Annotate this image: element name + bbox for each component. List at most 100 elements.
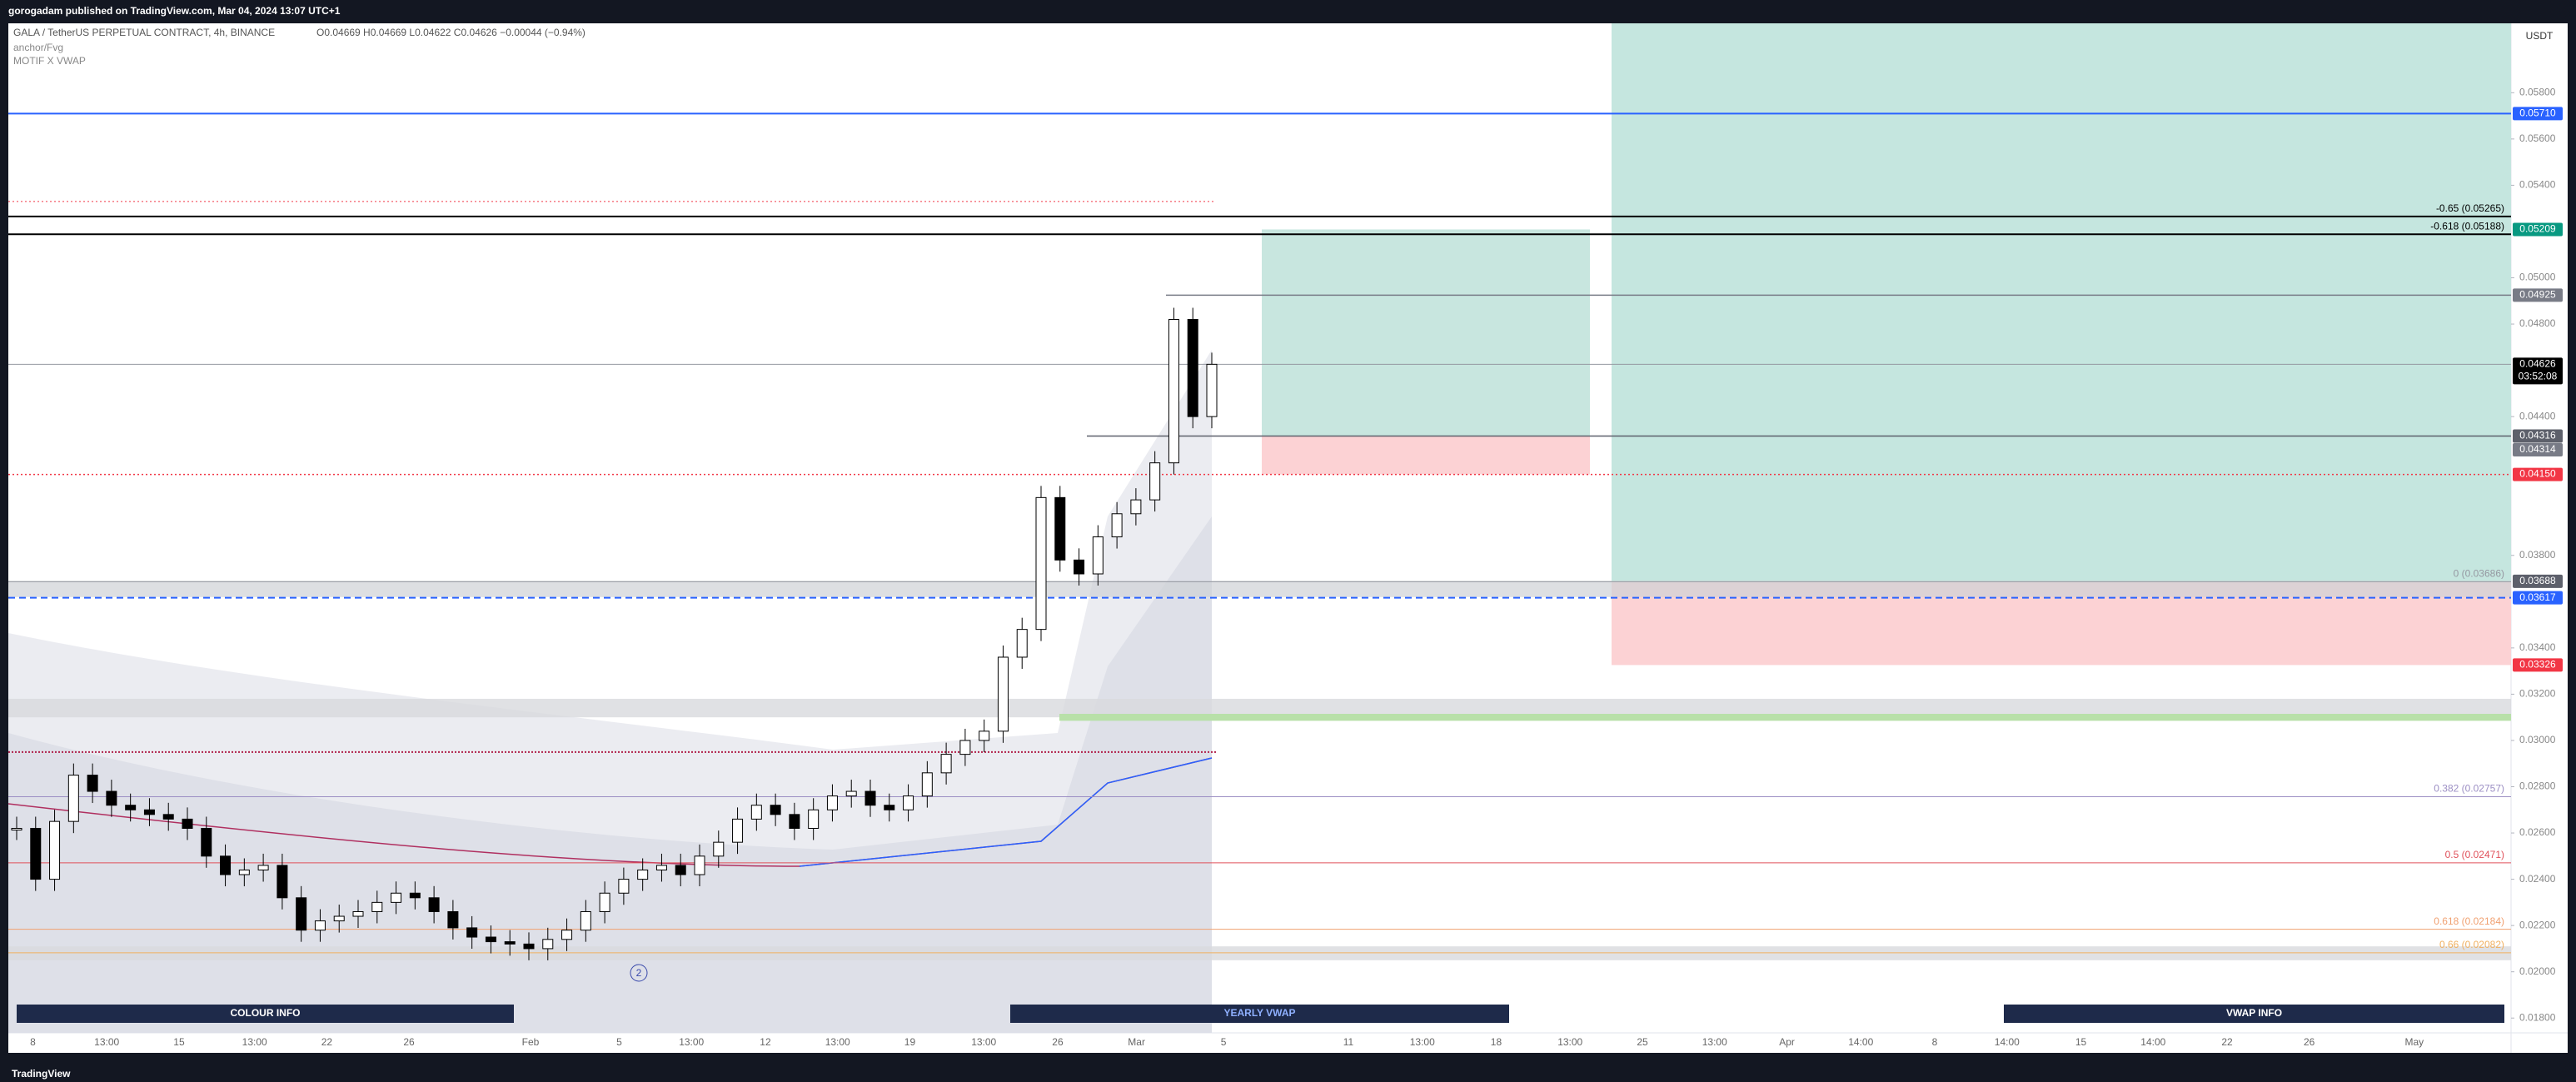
x-tick-label: 22 bbox=[2221, 1036, 2233, 1048]
axis-unit: USDT bbox=[2526, 30, 2554, 42]
x-tick-label: 8 bbox=[30, 1036, 36, 1048]
candle-body bbox=[1168, 318, 1179, 464]
x-tick-label: 18 bbox=[1491, 1036, 1502, 1048]
price-label: 0.04314 bbox=[2519, 443, 2556, 455]
price-label: 0.04316 bbox=[2519, 430, 2556, 441]
candle-body bbox=[87, 775, 98, 792]
marker-label: 2 bbox=[636, 967, 642, 979]
y-tick-label: 0.05600 bbox=[2519, 132, 2556, 144]
x-tick-label: 19 bbox=[904, 1036, 916, 1048]
candle-body bbox=[238, 869, 250, 875]
x-tick-label: 26 bbox=[2304, 1036, 2315, 1048]
candle-body bbox=[921, 772, 933, 797]
y-tick-label: 0.03200 bbox=[2519, 688, 2556, 700]
candle-body bbox=[845, 790, 857, 797]
x-tick-label: 15 bbox=[2075, 1036, 2087, 1048]
candle-body bbox=[162, 814, 174, 820]
x-tick-label: 13:00 bbox=[679, 1036, 704, 1048]
fvg-zone bbox=[1059, 714, 2511, 721]
button[interactable] bbox=[2004, 1005, 2504, 1023]
candle-body bbox=[257, 865, 269, 870]
x-tick-label: 26 bbox=[403, 1036, 415, 1048]
candle-body bbox=[523, 943, 535, 950]
y-tick-label: 0.05800 bbox=[2519, 86, 2556, 97]
x-tick-label: 14:00 bbox=[2140, 1036, 2165, 1048]
candle-body bbox=[1016, 629, 1028, 658]
gray-zone bbox=[8, 581, 2511, 597]
vwap-band-inner bbox=[8, 516, 1212, 1033]
y-tick-label: 0.03000 bbox=[2519, 734, 2556, 745]
candle-body bbox=[1149, 462, 1161, 501]
candle-body bbox=[201, 827, 212, 857]
indicator: anchor/Fvg bbox=[13, 42, 63, 53]
gray-zone bbox=[8, 946, 2511, 960]
price-label: 0.03688 bbox=[2519, 575, 2556, 586]
candle-body bbox=[1092, 536, 1104, 575]
candle-body bbox=[391, 892, 402, 903]
candle-body bbox=[903, 795, 914, 810]
candle-body bbox=[713, 841, 725, 857]
target-zone bbox=[1612, 23, 2511, 581]
stop-zone bbox=[1262, 436, 1590, 475]
y-tick-label: 0.02000 bbox=[2519, 965, 2556, 977]
candle-body bbox=[296, 897, 307, 931]
button-label: COLOUR INFO bbox=[231, 1007, 301, 1019]
price-label-box bbox=[2513, 574, 2563, 588]
footer: TradingView bbox=[12, 1068, 71, 1080]
candle-body bbox=[979, 730, 990, 741]
x-tick-label: 26 bbox=[1052, 1036, 1064, 1048]
publisher: gorogadam published on TradingView.com, … bbox=[8, 5, 341, 17]
y-tick-label: 0.05400 bbox=[2519, 179, 2556, 191]
candle-body bbox=[750, 805, 762, 820]
fib-label: 0.618 (0.02184) bbox=[2434, 915, 2504, 927]
price-label-box bbox=[2513, 443, 2563, 457]
price-label: 0.03326 bbox=[2519, 659, 2556, 671]
price-label-box bbox=[2513, 357, 2563, 385]
candle-body bbox=[580, 910, 591, 931]
candle-body bbox=[447, 910, 459, 929]
x-tick-label: 5 bbox=[616, 1036, 622, 1048]
price-label-box bbox=[2513, 288, 2563, 302]
candle-body bbox=[314, 920, 326, 931]
candle-body bbox=[561, 930, 573, 940]
candle-body bbox=[1187, 318, 1198, 417]
marker bbox=[630, 964, 648, 982]
price-label: 0.04150 bbox=[2519, 468, 2556, 480]
y-tick-label: 0.01800 bbox=[2519, 1011, 2556, 1023]
x-tick-label: Feb bbox=[522, 1036, 540, 1048]
candle-body bbox=[599, 892, 610, 912]
candle-body bbox=[1074, 559, 1085, 575]
candle-body bbox=[466, 927, 478, 938]
fib-label: 0.5 (0.02471) bbox=[2445, 849, 2504, 860]
x-tick-label: 13:00 bbox=[94, 1036, 119, 1048]
x-tick-label: 15 bbox=[173, 1036, 185, 1048]
candle-body bbox=[504, 941, 516, 945]
candle-body bbox=[143, 809, 155, 815]
x-tick-label: 22 bbox=[321, 1036, 333, 1048]
candle-body bbox=[618, 879, 630, 894]
candle-body bbox=[770, 805, 781, 815]
button[interactable] bbox=[17, 1005, 514, 1023]
button-label: VWAP INFO bbox=[2226, 1007, 2282, 1019]
candle-body bbox=[542, 939, 554, 950]
x-tick-label: Mar bbox=[1128, 1036, 1145, 1048]
candle-body bbox=[49, 820, 61, 880]
button-label: YEARLY VWAP bbox=[1223, 1007, 1295, 1019]
x-tick-label: May bbox=[2405, 1036, 2424, 1048]
fib-label: -0.618 (0.05188) bbox=[2430, 220, 2504, 232]
ohlc: O0.04669 H0.04669 L0.04622 C0.04626 −0.0… bbox=[316, 27, 585, 38]
candle-body bbox=[125, 805, 137, 810]
button[interactable] bbox=[1010, 1005, 1509, 1023]
fib-label: 0 (0.03686) bbox=[2454, 568, 2504, 580]
candle-body bbox=[655, 865, 667, 870]
candle-body bbox=[808, 809, 820, 829]
y-tick-label: 0.02200 bbox=[2519, 919, 2556, 930]
candle-body bbox=[30, 827, 42, 880]
price-label-box bbox=[2513, 429, 2563, 443]
price-label: 0.04925 bbox=[2519, 289, 2556, 301]
fib-label: -0.65 (0.05265) bbox=[2436, 202, 2504, 214]
price-label: 0.03617 bbox=[2519, 591, 2556, 603]
x-tick-label: 14:00 bbox=[1995, 1036, 2020, 1048]
candle-body bbox=[277, 865, 288, 899]
